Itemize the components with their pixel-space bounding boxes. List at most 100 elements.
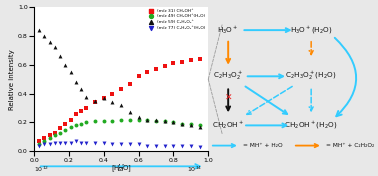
Point xyxy=(144,118,150,121)
Point xyxy=(57,141,63,144)
Point xyxy=(127,118,133,121)
Point xyxy=(57,131,63,134)
Point xyxy=(153,120,159,122)
Point xyxy=(57,55,63,58)
Legend: (m/z 31) CH₂OH⁺, (m/z 49) CH₂OH⁺(H₂O), (m/z 59) C₂H₃O₂⁺, (m/z 77) C₂H₃O₂⁺(H₂O): (m/z 31) CH₂OH⁺, (m/z 49) CH₂OH⁺(H₂O), (… xyxy=(146,8,206,31)
Point xyxy=(136,75,142,78)
Point xyxy=(179,144,185,147)
Point xyxy=(197,146,203,148)
Point xyxy=(153,68,159,71)
Point xyxy=(118,88,124,91)
Point xyxy=(101,97,107,99)
Point xyxy=(162,120,168,122)
Point xyxy=(188,144,194,147)
Point xyxy=(118,104,124,107)
Point xyxy=(83,107,89,109)
Point xyxy=(162,144,168,147)
Point xyxy=(42,137,48,140)
Point xyxy=(179,122,185,125)
Point xyxy=(153,118,159,121)
Point xyxy=(36,140,42,143)
Point xyxy=(118,143,124,146)
Point xyxy=(197,125,203,128)
Point xyxy=(162,65,168,68)
Text: C$_2$H$_3$O$_2^+$(H$_2$O): C$_2$H$_3$O$_2^+$(H$_2$O) xyxy=(285,70,337,83)
Point xyxy=(188,122,194,125)
Point xyxy=(92,99,98,102)
Point xyxy=(62,141,68,144)
Point xyxy=(52,141,58,144)
Point xyxy=(144,71,150,73)
Y-axis label: Relative intensity: Relative intensity xyxy=(9,49,15,110)
Point xyxy=(46,143,53,146)
Text: [H$_2$O]: [H$_2$O] xyxy=(111,164,132,174)
Point xyxy=(170,62,177,65)
Point xyxy=(127,111,133,114)
Point xyxy=(188,59,194,62)
Point xyxy=(127,143,133,146)
Point xyxy=(170,144,177,147)
Point xyxy=(179,122,185,125)
Point xyxy=(170,121,177,124)
Point xyxy=(197,124,203,127)
Text: = MH⁺ + C₂H₂O₂: = MH⁺ + C₂H₂O₂ xyxy=(326,143,374,148)
Point xyxy=(78,122,84,125)
Text: C$_2$H$_3$O$_2^+$: C$_2$H$_3$O$_2^+$ xyxy=(213,70,243,83)
Point xyxy=(62,128,68,131)
Point xyxy=(36,143,42,146)
Point xyxy=(83,95,89,98)
Text: CH$_2$OH$^+$: CH$_2$OH$^+$ xyxy=(212,120,244,131)
Point xyxy=(101,141,107,144)
Text: ✕: ✕ xyxy=(225,93,232,102)
Point xyxy=(68,118,74,121)
Point xyxy=(68,141,74,144)
Point xyxy=(162,120,168,122)
Point xyxy=(170,121,177,124)
Point xyxy=(127,82,133,85)
Point xyxy=(73,140,79,143)
X-axis label: H: H xyxy=(118,164,124,173)
Point xyxy=(144,118,150,121)
Point xyxy=(52,131,58,134)
Point xyxy=(42,34,48,37)
Point xyxy=(83,121,89,124)
Point xyxy=(73,124,79,127)
Point xyxy=(57,127,63,130)
Point xyxy=(197,58,203,60)
Point xyxy=(36,144,42,147)
Point xyxy=(73,81,79,83)
Text: H$_3$O$^+$(H$_2$O): H$_3$O$^+$(H$_2$O) xyxy=(290,24,333,36)
Point xyxy=(68,71,74,73)
Point xyxy=(62,122,68,125)
Point xyxy=(136,143,142,146)
Point xyxy=(52,46,58,49)
Point xyxy=(46,134,53,137)
Point xyxy=(101,120,107,122)
Point xyxy=(118,118,124,121)
Point xyxy=(92,101,98,104)
Point xyxy=(42,143,48,146)
Point xyxy=(83,141,89,144)
Point xyxy=(36,29,42,32)
Text: H$_3$O$^+$: H$_3$O$^+$ xyxy=(217,24,239,36)
Point xyxy=(73,112,79,115)
Point xyxy=(144,144,150,147)
Point xyxy=(136,115,142,118)
Point xyxy=(188,124,194,127)
Text: $10^{12}$: $10^{12}$ xyxy=(34,165,49,174)
Point xyxy=(68,125,74,128)
Point xyxy=(136,118,142,121)
Text: = MH⁺ + H₂O: = MH⁺ + H₂O xyxy=(243,143,283,148)
Point xyxy=(101,97,107,99)
Point xyxy=(109,92,115,95)
Point xyxy=(92,120,98,122)
Point xyxy=(62,63,68,66)
Point xyxy=(109,101,115,104)
Point xyxy=(179,61,185,63)
Text: CH$_2$OH$^+$(H$_2$O): CH$_2$OH$^+$(H$_2$O) xyxy=(285,120,338,131)
Point xyxy=(92,141,98,144)
Point xyxy=(52,134,58,137)
Text: $10^{14}$: $10^{14}$ xyxy=(187,165,202,174)
Point xyxy=(42,140,48,143)
Point xyxy=(78,109,84,112)
